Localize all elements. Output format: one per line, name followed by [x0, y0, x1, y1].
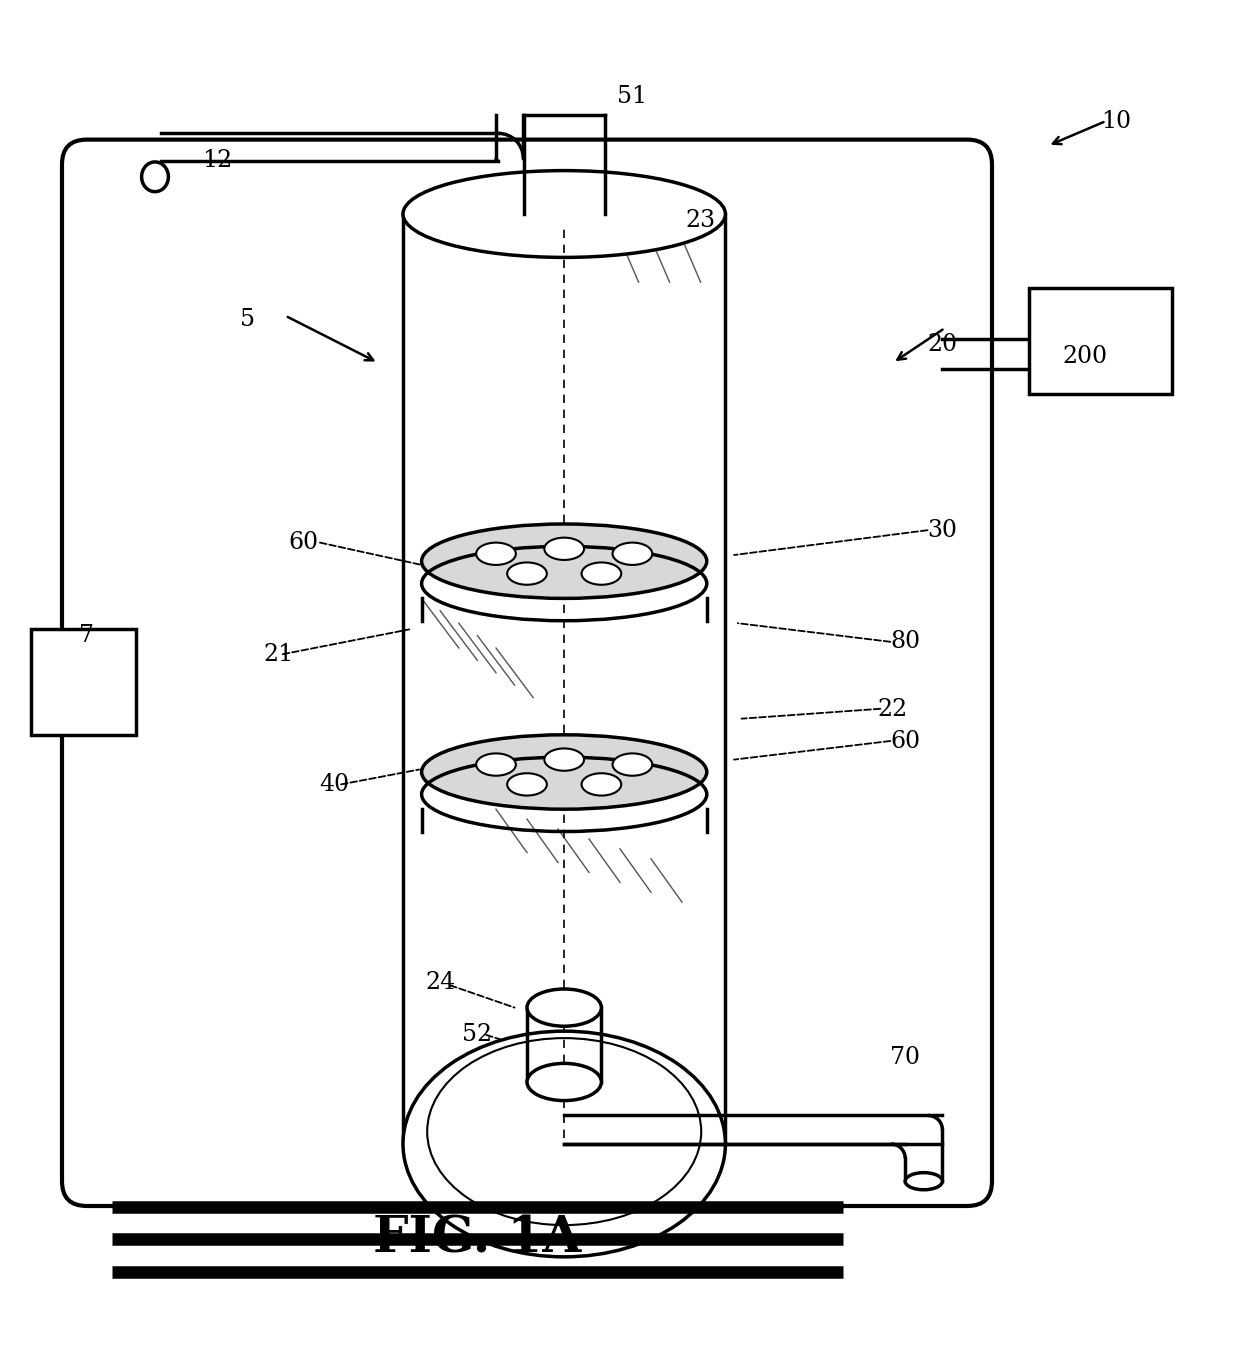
Bar [31, 629, 136, 735]
Text: 12: 12 [202, 149, 232, 172]
Text: 30: 30 [928, 519, 957, 542]
Text: 24: 24 [425, 971, 455, 994]
Ellipse shape [582, 773, 621, 796]
Text: 7: 7 [79, 625, 94, 648]
Ellipse shape [582, 562, 621, 585]
Text: 21: 21 [264, 642, 294, 665]
Ellipse shape [905, 1173, 942, 1190]
Text: FIG. 1A: FIG. 1A [373, 1215, 582, 1264]
Text: 23: 23 [686, 209, 715, 232]
Text: 80: 80 [890, 630, 920, 653]
Text: 70: 70 [890, 1046, 920, 1069]
Ellipse shape [613, 543, 652, 565]
Text: 60: 60 [890, 729, 920, 752]
Ellipse shape [141, 162, 169, 191]
Ellipse shape [403, 1031, 725, 1258]
Text: 10: 10 [1101, 110, 1131, 133]
Text: 40: 40 [320, 773, 350, 796]
Ellipse shape [422, 735, 707, 809]
Ellipse shape [507, 562, 547, 585]
Text: 22: 22 [878, 698, 908, 721]
Text: 5: 5 [241, 308, 255, 331]
Ellipse shape [544, 748, 584, 771]
Bar [1029, 288, 1172, 394]
Ellipse shape [527, 1063, 601, 1100]
Text: 200: 200 [1063, 345, 1107, 368]
Ellipse shape [613, 754, 652, 775]
Ellipse shape [527, 989, 601, 1027]
Text: 51: 51 [618, 84, 647, 107]
FancyBboxPatch shape [62, 140, 992, 1206]
Text: 60: 60 [289, 531, 319, 554]
Text: 52: 52 [463, 1024, 492, 1047]
Ellipse shape [403, 171, 725, 258]
Ellipse shape [422, 524, 707, 599]
Text: 20: 20 [928, 333, 957, 356]
Ellipse shape [507, 773, 547, 796]
Ellipse shape [476, 543, 516, 565]
Ellipse shape [476, 754, 516, 775]
Ellipse shape [544, 538, 584, 559]
